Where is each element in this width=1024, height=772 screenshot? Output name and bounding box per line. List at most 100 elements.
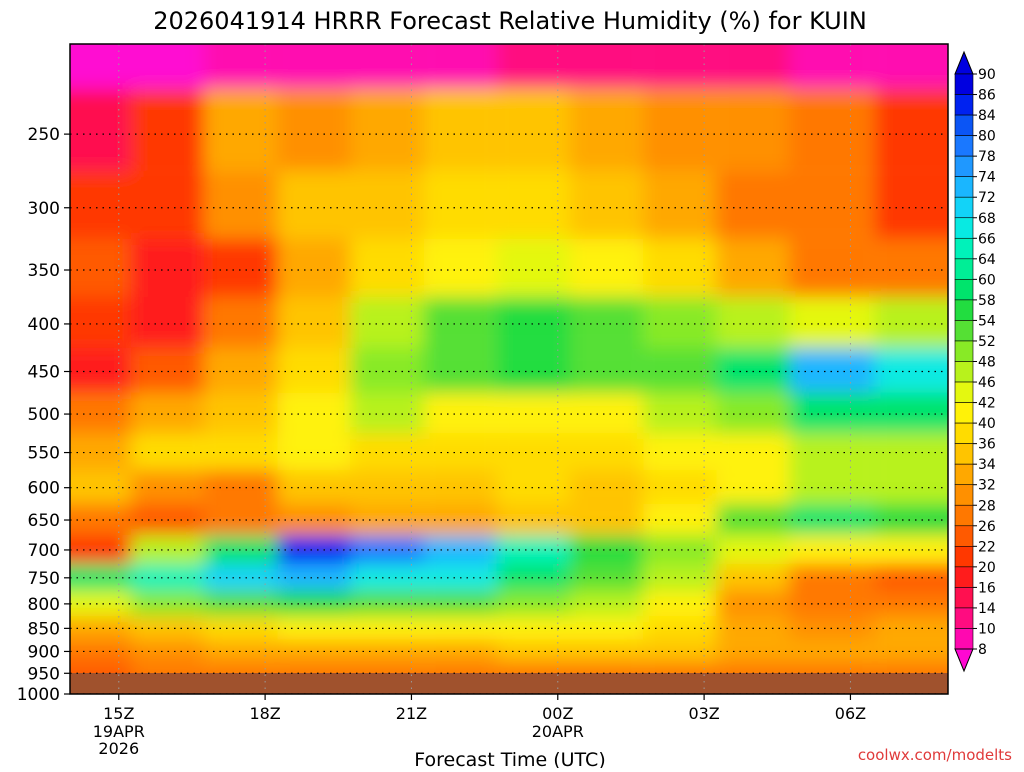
rh-field <box>70 44 948 694</box>
rh-cell <box>350 433 424 471</box>
y-tick-label: 450 <box>28 363 60 383</box>
rh-cell <box>204 392 278 434</box>
colorbar-swatch <box>954 299 974 321</box>
colorbar-swatch <box>954 628 974 650</box>
colorbar-swatch <box>954 443 974 465</box>
rh-cell <box>350 563 424 591</box>
rh-cell <box>204 639 278 663</box>
rh-cell <box>130 433 205 471</box>
colorbar-swatch <box>954 381 974 403</box>
rh-cell <box>643 563 717 591</box>
rh-cell <box>874 392 948 434</box>
rh-cell <box>789 238 875 297</box>
colorbar-label: 40 <box>978 416 996 432</box>
rh-cell <box>716 392 790 434</box>
rh-cell <box>204 347 278 393</box>
colorbar-label: 66 <box>978 231 996 247</box>
x-tick-label: 15Z <box>103 704 134 723</box>
colorbar-swatch <box>954 566 974 588</box>
rh-cell <box>70 590 131 617</box>
colorbar-swatch <box>954 607 974 629</box>
rh-cell <box>789 534 875 564</box>
colorbar-label: 52 <box>978 334 996 350</box>
x-tick-label: 03Z <box>688 704 719 723</box>
rh-cell <box>496 470 570 504</box>
colorbar-swatch <box>954 73 974 95</box>
rh-cell <box>874 170 948 239</box>
x-tick-label: 18Z <box>249 704 280 723</box>
x-tick-date-label: 20APR <box>532 722 584 741</box>
rh-cell <box>789 170 875 239</box>
colorbar-label: 36 <box>978 437 996 453</box>
rh-cell <box>716 238 790 297</box>
rh-cell <box>70 296 131 348</box>
rh-cell <box>789 639 875 663</box>
rh-cell <box>569 534 644 564</box>
rh-cell <box>496 433 570 471</box>
rh-cell <box>70 238 131 297</box>
rh-cell <box>350 89 424 171</box>
rh-cell <box>643 89 717 171</box>
rh-cell <box>643 170 717 239</box>
colorbar-swatch <box>954 361 974 383</box>
x-tick-date-label: 19APR <box>93 722 145 741</box>
rh-cell <box>789 44 875 90</box>
rh-cell <box>643 392 717 434</box>
y-tick-label: 650 <box>28 511 60 531</box>
rh-cell <box>204 238 278 297</box>
colorbar-label: 86 <box>978 88 996 104</box>
rh-cell <box>423 392 497 434</box>
rh-cell <box>204 433 278 471</box>
rh-cell <box>350 639 424 663</box>
rh-cell <box>350 470 424 504</box>
rh-cell <box>643 534 717 564</box>
rh-cell <box>277 89 351 171</box>
rh-cell <box>277 170 351 239</box>
rh-cell <box>496 639 570 663</box>
colorbar-swatch <box>954 484 974 506</box>
rh-cell <box>569 392 644 434</box>
colorbar-swatch <box>954 217 974 239</box>
rh-cell <box>350 347 424 393</box>
x-tick-label: 21Z <box>396 704 427 723</box>
rh-cell <box>204 296 278 348</box>
rh-cell <box>70 392 131 434</box>
rh-cell <box>130 238 205 297</box>
rh-cell <box>716 170 790 239</box>
rh-cell <box>277 347 351 393</box>
rh-cell <box>643 238 717 297</box>
rh-cell <box>423 347 497 393</box>
rh-cell <box>569 44 644 90</box>
colorbar-swatch <box>954 155 974 177</box>
x-tick-date-label: 2026 <box>98 739 139 758</box>
colorbar-swatch <box>954 196 974 219</box>
rh-cell <box>70 470 131 504</box>
rh-cell <box>643 503 717 535</box>
rh-cell <box>277 392 351 434</box>
rh-cell <box>569 563 644 591</box>
rh-cell <box>130 44 205 90</box>
rh-cell <box>496 616 570 640</box>
rh-cell <box>569 590 644 617</box>
y-tick-label: 750 <box>28 569 60 589</box>
colorbar-swatch <box>954 320 974 342</box>
rh-cell <box>350 392 424 434</box>
colorbar-label: 64 <box>978 252 996 268</box>
colorbar-label: 84 <box>978 108 996 124</box>
rh-cell <box>350 534 424 564</box>
y-tick-label: 550 <box>28 444 60 464</box>
colorbar-label: 20 <box>978 560 996 576</box>
rh-cell <box>496 89 570 171</box>
y-tick-label: 700 <box>28 541 60 561</box>
rh-cell <box>496 296 570 348</box>
colorbar-label: 68 <box>978 211 996 227</box>
rh-cell <box>789 616 875 640</box>
rh-cell <box>423 238 497 297</box>
plot-frame <box>69 43 949 695</box>
x-tick-label: 06Z <box>835 704 866 723</box>
rh-cell <box>874 89 948 171</box>
rh-cell <box>569 639 644 663</box>
plot-area <box>70 44 948 694</box>
rh-cell <box>874 44 948 90</box>
rh-cell <box>569 616 644 640</box>
